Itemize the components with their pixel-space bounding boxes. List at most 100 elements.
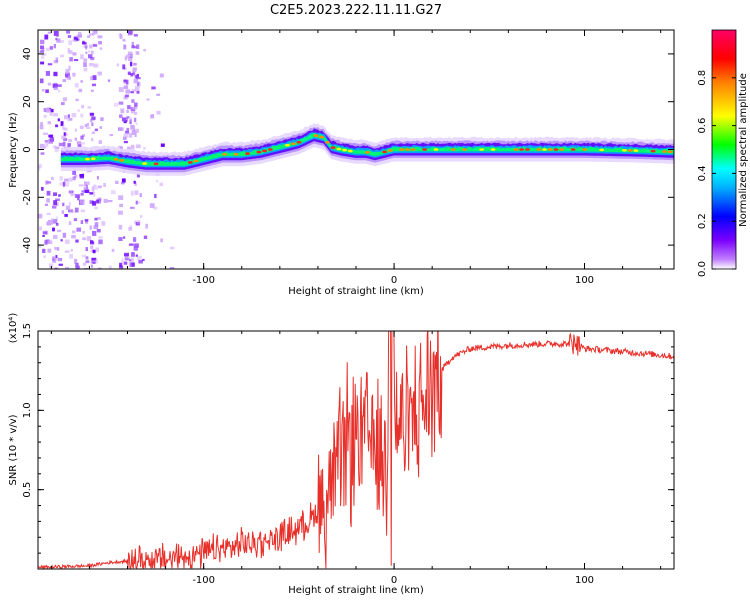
noise-speck	[115, 180, 119, 184]
noise-speck	[133, 180, 136, 184]
noise-speck	[41, 89, 45, 92]
noise-speck	[126, 116, 130, 119]
noise-speck	[78, 184, 84, 187]
noise-speck	[131, 99, 135, 103]
noise-speck	[134, 128, 139, 133]
ridge-peak	[262, 149, 267, 153]
noise-speck	[85, 126, 91, 129]
noise-speck	[91, 186, 95, 192]
noise-speck	[53, 59, 58, 64]
noise-speck	[90, 241, 95, 245]
ridge-peak	[519, 148, 525, 151]
noise-speck	[68, 190, 74, 194]
noise-speck	[118, 101, 124, 105]
y-tick-label: 0	[22, 146, 33, 152]
noise-speck	[92, 201, 97, 206]
noise-speck	[92, 249, 96, 254]
noise-speck	[75, 265, 80, 269]
ridge-peak	[553, 148, 559, 151]
noise-speck	[135, 122, 138, 125]
noise-speck	[87, 106, 91, 109]
noise-speck	[133, 67, 138, 70]
x-tick-label: 0	[391, 575, 397, 586]
noise-speck	[42, 231, 48, 235]
noise-speck	[59, 54, 64, 58]
noise-speck	[92, 230, 97, 236]
noise-speck	[125, 89, 131, 94]
noise-speck	[73, 218, 78, 222]
noise-speck	[93, 30, 96, 34]
noise-speck	[81, 142, 85, 145]
noise-speck	[90, 89, 94, 92]
noise-speck	[90, 264, 93, 268]
noise-speck	[79, 125, 84, 129]
noise-speck	[89, 112, 95, 116]
ridge-peak	[439, 148, 445, 151]
noise-speck	[70, 193, 76, 197]
noise-speck	[39, 124, 44, 130]
noise-speck	[125, 54, 130, 59]
noise-speck	[87, 181, 90, 185]
noise-speck	[79, 174, 84, 179]
noise-speck	[62, 141, 66, 147]
noise-speck	[131, 44, 135, 49]
noise-speck	[160, 143, 165, 147]
noise-speck	[143, 235, 148, 239]
noise-speck	[68, 75, 71, 81]
noise-speck	[121, 178, 126, 183]
noise-speck	[53, 200, 57, 206]
noise-speck	[154, 193, 157, 199]
noise-speck	[74, 207, 79, 213]
noise-speck	[55, 124, 59, 128]
snr-x-ticks: -100 0 100	[50, 331, 662, 586]
noise-speck	[136, 255, 142, 260]
noise-speck	[82, 134, 85, 137]
noise-speck	[118, 210, 123, 215]
noise-speck	[133, 62, 137, 66]
noise-speck	[53, 87, 59, 90]
noise-speck	[38, 165, 41, 171]
snr-panel: -100 0 100 0.5 1.0 1.5 Height of straight li…	[8, 313, 675, 596]
noise-speck	[43, 115, 47, 118]
noise-speck	[63, 137, 68, 141]
noise-speck	[169, 246, 175, 250]
noise-speck	[124, 86, 128, 89]
noise-speck	[55, 37, 58, 41]
noise-speck	[135, 254, 138, 257]
noise-speck	[56, 247, 60, 251]
noise-speck	[118, 87, 124, 92]
noise-speck	[92, 44, 98, 47]
noise-speck	[129, 147, 135, 153]
noise-speck	[88, 50, 91, 53]
ridge-peak	[559, 148, 565, 151]
ridge-peak	[410, 148, 416, 151]
noise-speck	[125, 79, 129, 85]
noise-speck	[40, 39, 45, 45]
noise-speck	[77, 109, 80, 112]
noise-speck	[69, 57, 73, 62]
noise-speck	[80, 193, 84, 196]
noise-speck	[45, 89, 49, 93]
ridge-peak	[142, 162, 148, 165]
noise-speck	[93, 191, 96, 197]
noise-speck	[65, 181, 70, 187]
noise-speck	[135, 221, 140, 226]
y-tick-label: -40	[22, 237, 33, 253]
noise-speck	[73, 36, 78, 41]
x-tick-label: 100	[575, 575, 594, 586]
noise-speck	[149, 203, 155, 208]
x-tick-label: 100	[575, 275, 594, 286]
noise-speck	[51, 176, 54, 181]
noise-speck	[118, 195, 124, 200]
noise-speck	[97, 217, 101, 220]
noise-speck	[84, 189, 90, 193]
noise-speck	[48, 138, 53, 144]
noise-speck	[80, 199, 85, 205]
noise-speck	[45, 142, 49, 147]
noise-speck	[54, 247, 57, 250]
noise-speck	[82, 237, 87, 241]
noise-speck	[130, 206, 135, 209]
noise-speck	[87, 35, 91, 38]
noise-speck	[96, 176, 99, 180]
noise-speck	[86, 236, 92, 241]
